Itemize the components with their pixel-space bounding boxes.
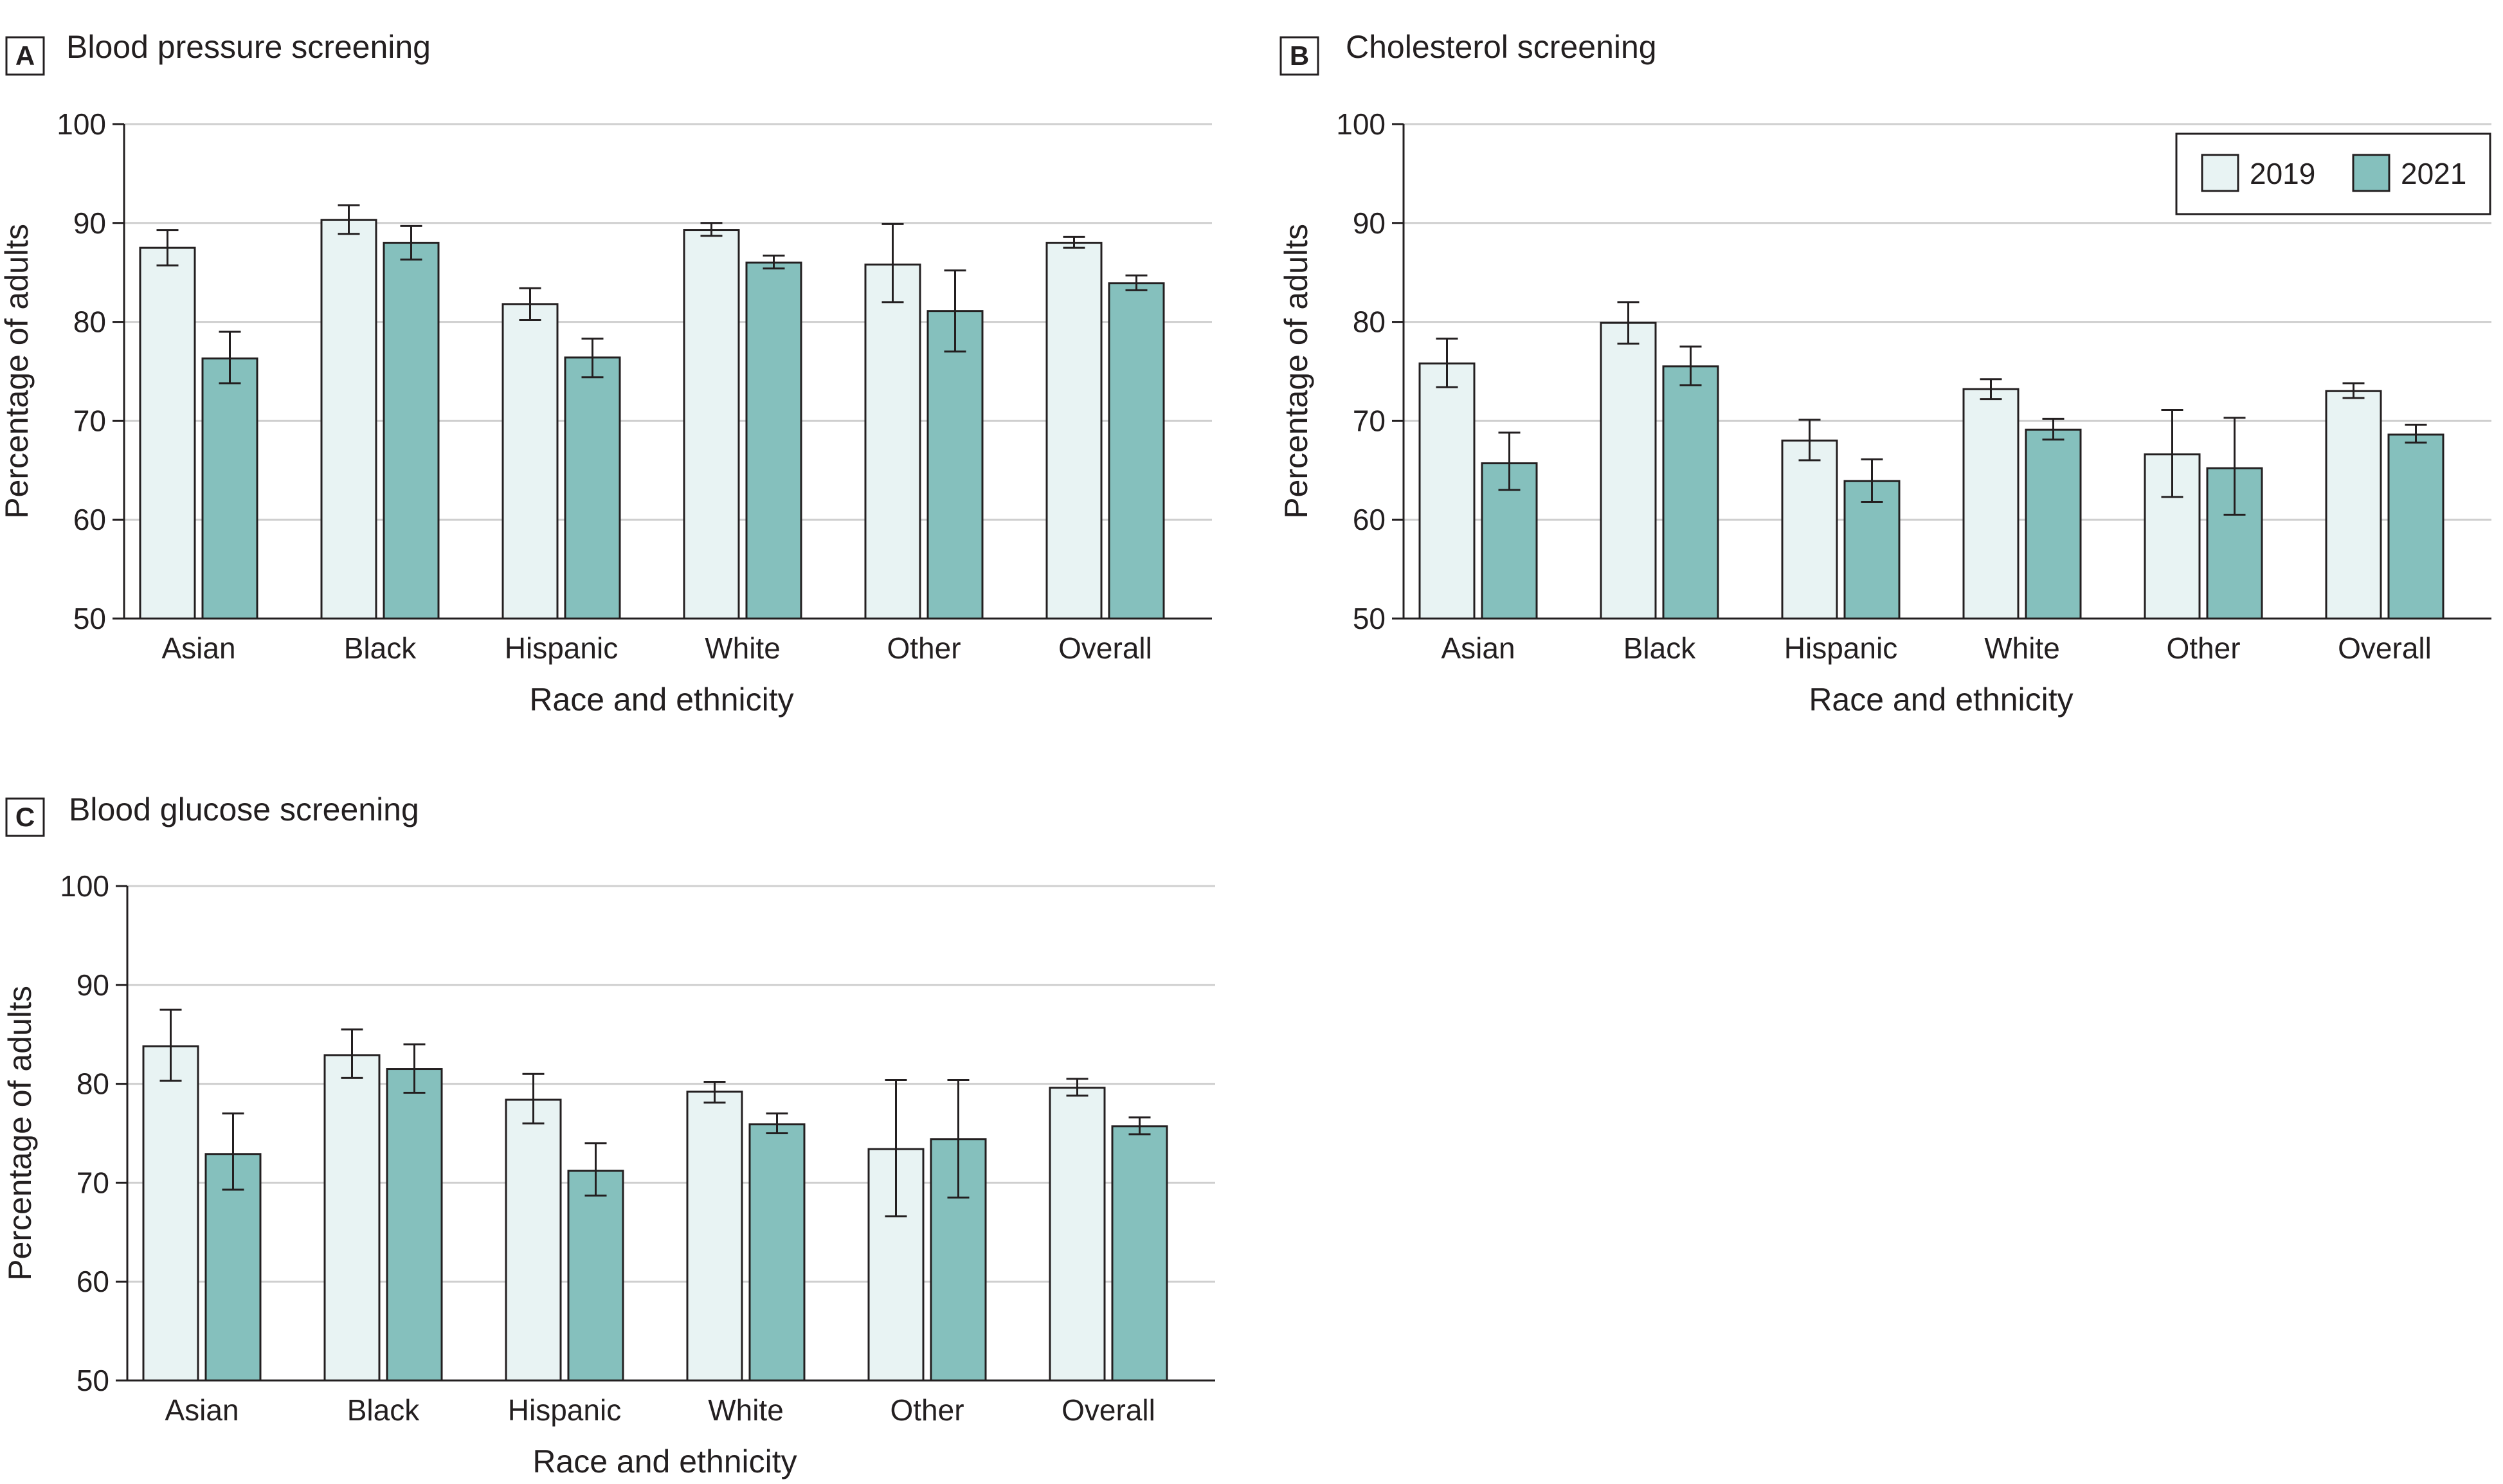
x-tick-label: Asian (1441, 631, 1515, 665)
x-tick-label: White (705, 631, 781, 665)
y-axis-label: Percentage of adults (0, 224, 35, 519)
bar-2019-other (864, 263, 921, 620)
bar-2019-overall (2325, 390, 2382, 620)
x-tick-label: Overall (2338, 631, 2432, 665)
bar-2019-white (683, 229, 740, 620)
y-tick-label: 90 (73, 206, 106, 240)
bar-2019-asian (139, 246, 196, 620)
x-tick-label: Asian (161, 631, 235, 665)
legend-swatch-2019 (2201, 154, 2239, 192)
bar-2021-hispanic (564, 356, 621, 620)
bar-2019-overall (1049, 1087, 1106, 1382)
bar-2021-black (1662, 365, 1719, 620)
x-tick-label: Overall (1058, 631, 1152, 665)
bar-2021-white (2025, 428, 2082, 620)
panel-letter: B (1290, 41, 1309, 71)
panel-badge (5, 36, 45, 76)
y-tick-label: 70 (1353, 404, 1386, 437)
x-tick-label: Other (887, 631, 961, 665)
bar-2019-white (686, 1090, 743, 1382)
y-tick-label: 100 (60, 869, 109, 903)
x-tick-label: Other (890, 1393, 964, 1427)
bar-2021-asian (201, 357, 258, 620)
x-tick-label: Asian (165, 1393, 239, 1427)
x-tick-label: Black (1623, 631, 1696, 665)
bar-2021-hispanic (567, 1170, 624, 1382)
legend-label-2021: 2021 (2401, 157, 2466, 190)
legend-swatch-2021 (2352, 154, 2390, 192)
x-tick-label: Hispanic (508, 1393, 621, 1427)
bar-2021-other (926, 310, 984, 620)
y-tick-label: 80 (77, 1067, 109, 1101)
y-tick-label: 50 (73, 602, 106, 635)
bar-2021-black (386, 1068, 443, 1382)
y-tick-label: 60 (1353, 503, 1386, 536)
bar-2021-white (748, 1123, 806, 1382)
y-tick-label: 80 (1353, 305, 1386, 339)
bar-2019-white (1962, 388, 2020, 620)
x-tick-label: White (1984, 631, 2060, 665)
y-tick-label: 100 (57, 107, 106, 141)
bar-2019-hispanic (1781, 439, 1838, 620)
y-tick-label: 70 (77, 1166, 109, 1199)
y-tick-label: 50 (77, 1364, 109, 1397)
y-tick-label: 100 (1336, 107, 1386, 141)
bar-2021-overall (1108, 282, 1165, 620)
x-axis-label: Race and ethnicity (532, 1443, 797, 1479)
y-axis-label: Percentage of adults (1278, 224, 1314, 519)
panel-b: B Cholesterol screening 50 60 70 80 90 100 Asian… (1278, 29, 2491, 718)
x-tick-label: Black (347, 1393, 420, 1427)
y-tick-label: 90 (77, 968, 109, 1002)
bar-2019-black (323, 1054, 381, 1382)
x-tick-label: Black (344, 631, 417, 665)
panel-letter: A (15, 41, 35, 71)
panel-c: C Blood glucose screening 50 60 70 80 90 100 Asi… (2, 792, 1215, 1479)
x-tick-label: Other (2166, 631, 2240, 665)
panel-title: Blood pressure screening (66, 29, 431, 65)
y-tick-label: 50 (1353, 602, 1386, 635)
x-tick-label: Overall (1062, 1393, 1155, 1427)
panel-badge (5, 797, 45, 837)
y-tick-label: 80 (73, 305, 106, 339)
bar-2021-black (383, 242, 440, 620)
bar-2021-white (745, 261, 802, 620)
bar-2021-hispanic (1843, 480, 1901, 620)
y-tick-label: 70 (73, 404, 106, 437)
panel-title: Cholesterol screening (1346, 29, 1657, 65)
bar-2021-overall (1111, 1125, 1168, 1382)
bar-2019-overall (1045, 242, 1103, 620)
bar-2019-asian (1418, 362, 1476, 620)
y-tick-label: 60 (73, 503, 106, 536)
bar-2019-black (320, 219, 377, 620)
bar-2019-black (1600, 321, 1657, 620)
x-tick-label: Hispanic (505, 631, 618, 665)
panel-a: A Blood pressure screening 50 60 70 80 90 100 As… (0, 29, 1212, 718)
y-tick-label: 60 (77, 1265, 109, 1298)
legend-label-2019: 2019 (2250, 157, 2315, 190)
bar-2019-hispanic (502, 303, 559, 620)
bar-2019-asian (142, 1045, 199, 1382)
y-tick-label: 90 (1353, 206, 1386, 240)
panel-badge (1279, 36, 1319, 76)
legend: 2019 2021 (2175, 132, 2491, 215)
x-tick-label: Hispanic (1784, 631, 1897, 665)
bar-2019-hispanic (505, 1098, 562, 1382)
x-axis-label: Race and ethnicity (1809, 682, 2073, 718)
x-tick-label: White (708, 1393, 784, 1427)
y-axis-label: Percentage of adults (2, 986, 38, 1281)
x-axis-label: Race and ethnicity (529, 682, 793, 718)
panel-title: Blood glucose screening (69, 792, 419, 828)
bar-2021-overall (2387, 433, 2444, 620)
panel-letter: C (15, 802, 35, 832)
